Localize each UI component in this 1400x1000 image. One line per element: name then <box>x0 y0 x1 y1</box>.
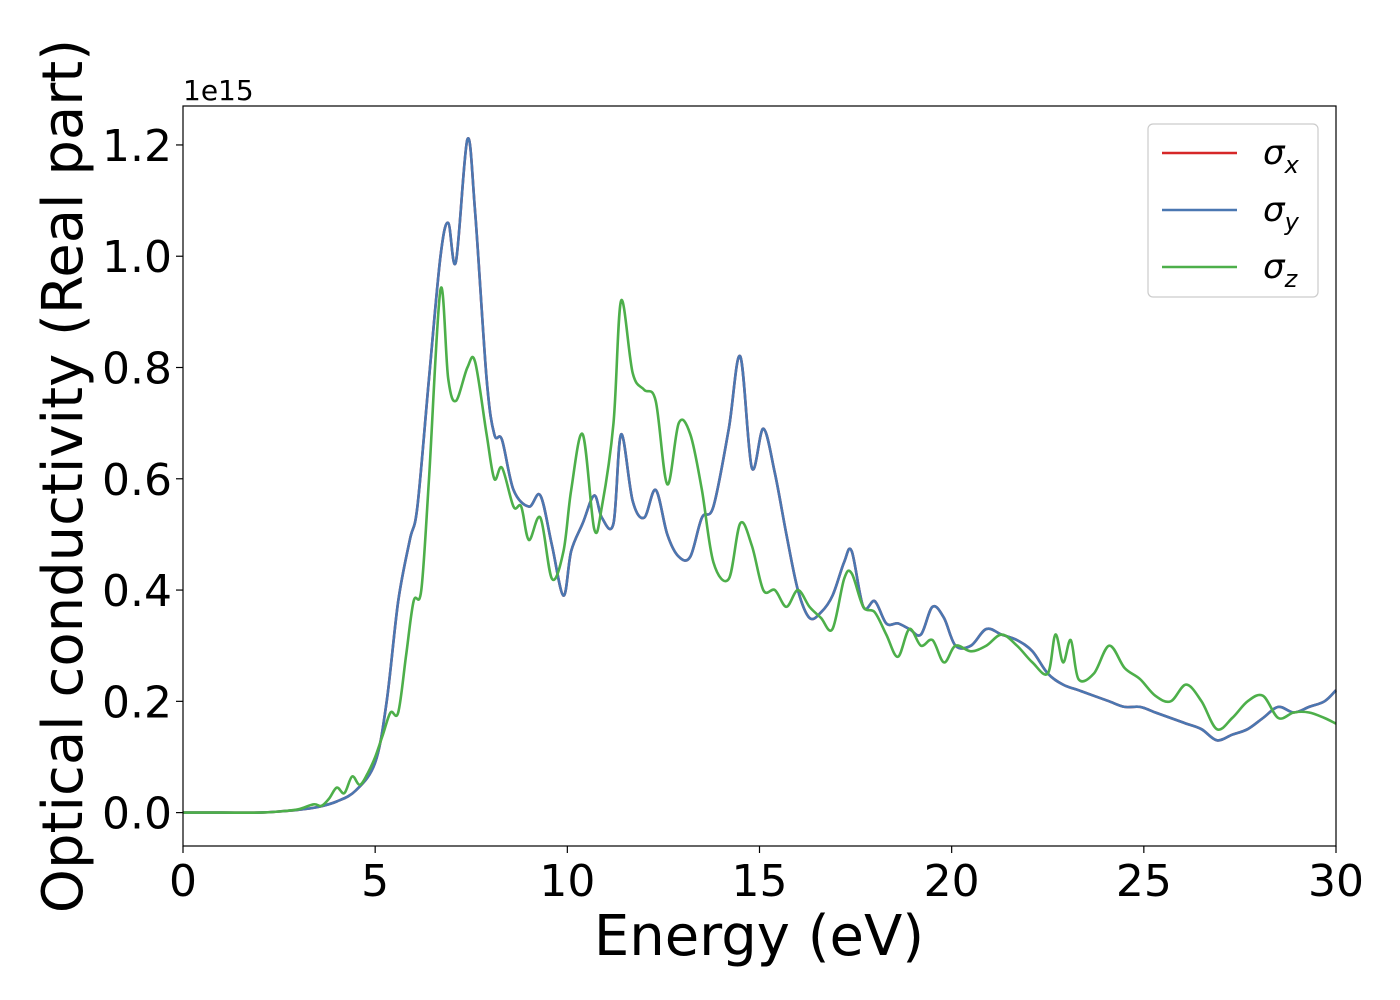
y-tick-label: 0.6 <box>102 455 172 506</box>
x-tick-label: 10 <box>539 856 595 907</box>
x-axis-title: Energy (eV) <box>594 904 924 969</box>
x-tick-label: 20 <box>924 856 980 907</box>
x-tick-label: 25 <box>1116 856 1172 907</box>
x-tick-label: 0 <box>169 856 197 907</box>
legend-label-z: σz <box>1263 247 1299 293</box>
y-tick-label: 1.0 <box>102 232 172 283</box>
legend-label-y: σy <box>1263 190 1300 236</box>
x-axis: 0 5 10 15 20 25 30 <box>169 846 1364 907</box>
legend-symbol: σ <box>1263 133 1286 173</box>
legend-subscript: z <box>1284 265 1299 293</box>
y-axis-title: Optical conductivity (Real part) <box>31 39 96 913</box>
legend-subscript: x <box>1284 151 1300 179</box>
x-tick-label: 30 <box>1308 856 1364 907</box>
plot-area <box>183 106 1336 846</box>
y-tick-label: 0.4 <box>102 566 172 617</box>
y-offset-label: 1e15 <box>183 74 254 107</box>
y-axis: 0.0 0.2 0.4 0.6 0.8 1.0 1.2 <box>102 121 183 840</box>
series-line-y <box>183 137 1337 814</box>
y-tick-label: 0.0 <box>102 789 172 840</box>
x-tick-label: 15 <box>732 856 788 907</box>
legend-subscript: y <box>1284 208 1300 236</box>
series-line-z <box>183 286 1337 814</box>
legend-symbol: σ <box>1263 190 1286 230</box>
y-tick-label: 0.2 <box>102 677 172 728</box>
legend-label-x: σx <box>1263 133 1300 179</box>
y-tick-label: 1.2 <box>102 121 172 172</box>
legend-symbol: σ <box>1263 247 1286 287</box>
x-tick-label: 5 <box>361 856 389 907</box>
y-tick-label: 0.8 <box>102 344 172 395</box>
series-layer <box>183 137 1337 814</box>
